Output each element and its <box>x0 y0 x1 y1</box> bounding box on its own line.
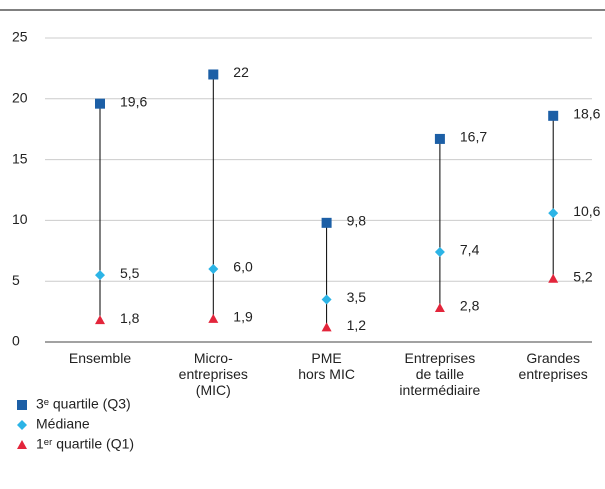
q3-marker <box>208 69 219 80</box>
y-tick-label: 15 <box>12 150 28 166</box>
value-label: 5,5 <box>120 265 140 281</box>
q1-marker <box>95 315 105 325</box>
legend-marker <box>17 440 27 449</box>
y-tick-label: 25 <box>12 29 28 45</box>
y-tick-label: 20 <box>12 90 28 106</box>
value-label: 16,7 <box>460 129 487 145</box>
x-tick-label: Grandes entreprises <box>518 350 588 382</box>
legend-marker <box>17 400 27 410</box>
value-label: 18,6 <box>573 106 600 122</box>
q3-marker <box>95 98 105 109</box>
value-label: 5,2 <box>573 268 593 284</box>
legend-label: Médiane <box>36 416 90 432</box>
q3-marker <box>321 217 332 228</box>
y-tick-label: 10 <box>12 211 28 227</box>
q3-marker <box>434 133 445 144</box>
q3-marker <box>548 110 559 121</box>
legend-label: 3ᵉ quartile (Q3) <box>36 396 131 412</box>
x-tick-label: PME hors MIC <box>298 350 355 382</box>
q1-marker <box>548 273 559 283</box>
value-label: 6,0 <box>233 259 253 275</box>
value-label: 1,8 <box>120 310 140 326</box>
y-tick-label: 5 <box>12 272 20 288</box>
value-label: 19,6 <box>120 93 147 109</box>
legend-marker <box>17 420 27 430</box>
median-marker <box>95 270 105 281</box>
q1-marker <box>321 322 332 332</box>
y-tick-label: 0 <box>12 333 20 349</box>
x-tick-label: Entreprises de taille intermédiaire <box>399 350 481 398</box>
median-marker <box>548 208 559 219</box>
value-label: 22 <box>233 64 249 80</box>
median-marker <box>208 264 219 275</box>
value-label: 10,6 <box>573 203 600 219</box>
value-label: 3,5 <box>347 289 367 305</box>
median-marker <box>321 294 332 305</box>
legend-label: 1ᵉʳ quartile (Q1) <box>36 436 134 452</box>
q1-marker <box>208 313 219 323</box>
x-tick-label: Micro- entreprises (MIC) <box>178 350 248 398</box>
q1-marker <box>434 302 445 312</box>
value-label: 1,9 <box>233 309 253 325</box>
value-label: 9,8 <box>347 213 367 229</box>
value-label: 7,4 <box>460 242 480 258</box>
x-tick-label: Ensemble <box>68 350 132 366</box>
value-label: 2,8 <box>460 298 480 314</box>
value-label: 1,2 <box>347 317 367 333</box>
median-marker <box>434 247 445 258</box>
